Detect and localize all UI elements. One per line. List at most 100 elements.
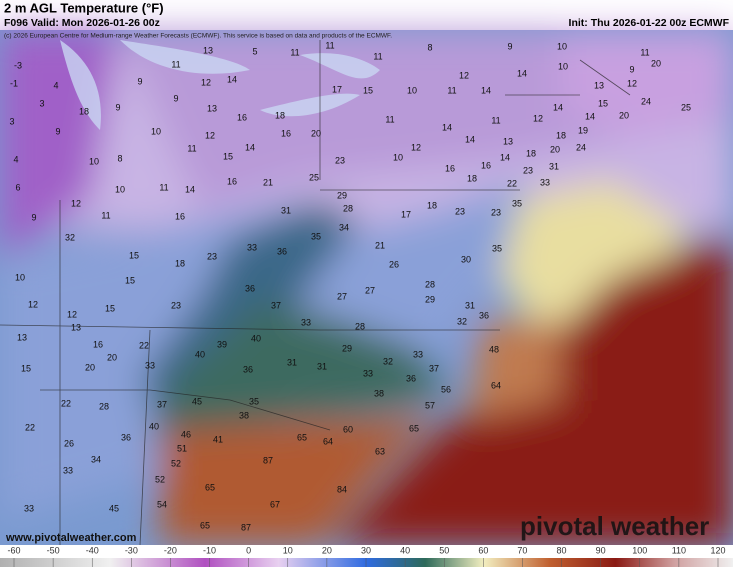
station-value: 10 — [151, 126, 161, 136]
station-value: 16 — [481, 160, 491, 170]
colorbar-tick-label: 80 — [557, 545, 567, 555]
station-value: 9 — [137, 76, 142, 86]
station-value: 28 — [355, 321, 365, 331]
station-value: 63 — [375, 446, 385, 456]
station-value: 8 — [117, 153, 122, 163]
colorbar-tick-label: 90 — [596, 545, 606, 555]
station-value: 36 — [479, 310, 489, 320]
station-value: 10 — [557, 41, 567, 51]
station-value: 46 — [181, 429, 191, 439]
station-value: 4 — [53, 80, 58, 90]
station-value: 18 — [175, 258, 185, 268]
station-value: 11 — [101, 210, 110, 220]
station-value: 29 — [425, 294, 435, 304]
station-value: 31 — [281, 205, 291, 215]
station-value: 21 — [375, 240, 385, 250]
station-value: 22 — [507, 178, 517, 188]
station-value: 12 — [71, 198, 81, 208]
station-value: 22 — [61, 398, 71, 408]
station-value: 87 — [263, 455, 273, 465]
colorbar-tick-label: 30 — [361, 545, 371, 555]
station-value: 9 — [173, 93, 178, 103]
station-value: 33 — [363, 368, 373, 378]
station-value: 33 — [145, 360, 155, 370]
station-value: 45 — [192, 396, 202, 406]
station-value: 41 — [213, 434, 223, 444]
station-value: 27 — [337, 291, 347, 301]
station-value: 16 — [445, 163, 455, 173]
station-value: 38 — [239, 410, 249, 420]
station-value: 31 — [317, 361, 327, 371]
station-value: 6 — [15, 182, 20, 192]
station-value: 18 — [526, 148, 536, 158]
station-value: 27 — [365, 285, 375, 295]
station-value: 30 — [461, 254, 471, 264]
station-value: 17 — [332, 84, 342, 94]
station-value: 33 — [24, 503, 34, 513]
station-value: 52 — [155, 474, 165, 484]
station-value: 11 — [373, 51, 382, 61]
station-value: 14 — [500, 152, 510, 162]
station-value: 65 — [200, 520, 210, 530]
station-value: 34 — [339, 222, 349, 232]
station-value: 20 — [311, 128, 321, 138]
colorbar-ticks: -60 -50 -40 -30 -20 -10 0 10 20 30 40 50 60 70 80 90 100… — [7, 545, 726, 567]
station-value: 14 — [585, 111, 595, 121]
station-value: 10 — [407, 85, 417, 95]
station-value: 12 — [459, 70, 469, 80]
station-value: 38 — [374, 388, 384, 398]
station-value: 9 — [55, 126, 60, 136]
station-value: 13 — [17, 332, 27, 342]
station-value: 57 — [425, 400, 435, 410]
station-value: 11 — [290, 47, 299, 57]
station-value: 26 — [64, 438, 74, 448]
station-value: 51 — [177, 443, 187, 453]
station-value: 22 — [25, 422, 35, 432]
station-value: 25 — [681, 102, 691, 112]
station-value: 10 — [558, 61, 568, 71]
station-value: 33 — [413, 349, 423, 359]
station-value: 21 — [263, 177, 273, 187]
station-value: 31 — [549, 161, 559, 171]
station-value: 35 — [311, 231, 321, 241]
station-value: 24 — [576, 142, 586, 152]
title: 2 m AGL Temperature (°F) — [4, 0, 164, 15]
station-value: 23 — [523, 165, 533, 175]
header-bg — [0, 0, 733, 30]
station-value: 23 — [455, 206, 465, 216]
station-value: 13 — [503, 136, 513, 146]
station-value: 11 — [447, 85, 456, 95]
colorbar-tick-label: 40 — [400, 545, 410, 555]
station-value: 28 — [425, 279, 435, 289]
station-value: 11 — [325, 40, 334, 50]
station-value: 12 — [411, 142, 421, 152]
station-value: 19 — [578, 125, 588, 135]
station-value: 10 — [89, 156, 99, 166]
station-value: 18 — [427, 200, 437, 210]
station-value: 36 — [121, 432, 131, 442]
colorbar-tick-label: 110 — [672, 545, 686, 555]
colorbar-tick-label: 0 — [246, 545, 251, 555]
station-value: 32 — [65, 232, 75, 242]
station-value: 48 — [489, 344, 499, 354]
station-value: 64 — [491, 380, 501, 390]
station-value: 64 — [323, 436, 333, 446]
station-value: 15 — [363, 85, 373, 95]
station-value: 10 — [115, 184, 125, 194]
station-value: 14 — [481, 85, 491, 95]
colorbar-tick-label: -50 — [47, 545, 60, 555]
station-value: 26 — [389, 259, 399, 269]
station-value: 15 — [105, 303, 115, 313]
station-value: 37 — [157, 399, 167, 409]
station-value: 37 — [271, 300, 281, 310]
colorbar-tick-label: -40 — [86, 545, 99, 555]
station-value: 18 — [275, 110, 285, 120]
station-value: 32 — [383, 356, 393, 366]
station-value: 14 — [553, 102, 563, 112]
station-value: 16 — [281, 128, 291, 138]
station-value: 23 — [171, 300, 181, 310]
station-value: 14 — [465, 134, 475, 144]
station-value: 12 — [28, 299, 38, 309]
station-value: 11 — [640, 47, 649, 57]
station-value: 32 — [457, 316, 467, 326]
